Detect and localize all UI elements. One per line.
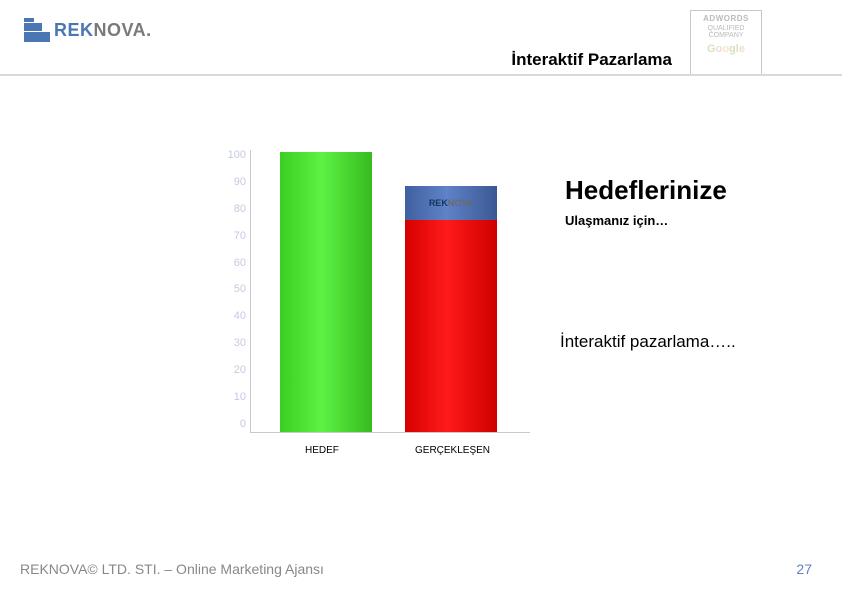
logo-text-rek: REK: [54, 20, 94, 41]
reknova-logo: REK NOVA.: [24, 18, 152, 42]
headline-text: Hedeflerinize: [565, 175, 727, 206]
y-tick: 90: [234, 177, 246, 188]
y-tick: 70: [234, 231, 246, 242]
bar-hedef: [280, 152, 372, 432]
bar-chart: 100 90 80 70 60 50 40 30 20 10 0 REKNOVA: [210, 150, 550, 450]
header-divider: [0, 74, 842, 76]
y-tick: 60: [234, 258, 246, 269]
x-axis-labels: HEDEF GERÇEKLEŞEN: [210, 445, 550, 465]
slide-header: REK NOVA. İnteraktif Pazarlama ADWORDS Q…: [0, 0, 842, 80]
subline-text: Ulaşmanız için…: [565, 213, 668, 228]
adwords-line1: ADWORDS: [703, 14, 749, 23]
adwords-line3: COMPANY: [709, 32, 744, 39]
x-label-hedef: HEDEF: [305, 445, 339, 456]
y-axis-line: [250, 150, 251, 432]
y-tick: 50: [234, 284, 246, 295]
x-axis-line: [250, 432, 530, 433]
page-number: 27: [796, 561, 812, 577]
midline-text: İnteraktif pazarlama…..: [560, 332, 736, 352]
x-label-gerceklesen: GERÇEKLEŞEN: [415, 445, 490, 456]
y-tick: 20: [234, 365, 246, 376]
footer-company: REKNOVA© LTD. STI. – Online Marketing Aj…: [20, 561, 324, 577]
google-logo: G o o g l e: [707, 43, 745, 55]
header-title: İnteraktif Pazarlama: [511, 50, 672, 70]
bar-gerc-reknova-segment: REKNOVA: [405, 186, 497, 220]
y-tick: 80: [234, 204, 246, 215]
bar-gerceklesen: REKNOVA: [405, 186, 497, 432]
logo-bars-icon: [24, 18, 50, 42]
y-axis: 100 90 80 70 60 50 40 30 20 10 0: [210, 150, 246, 430]
y-tick: 100: [228, 150, 246, 161]
y-tick: 30: [234, 338, 246, 349]
y-tick: 40: [234, 311, 246, 322]
y-tick: 0: [240, 419, 246, 430]
logo-text-nova: NOVA.: [94, 20, 152, 41]
bar-segment-label: REKNOVA: [429, 198, 473, 208]
bar-gerc-bottom-segment: [405, 220, 497, 432]
logo-text: REK NOVA.: [54, 20, 152, 41]
adwords-badge: ADWORDS QUALIFIED COMPANY G o o g l e: [690, 10, 762, 76]
adwords-line2: QUALIFIED: [708, 25, 745, 32]
y-tick: 10: [234, 392, 246, 403]
